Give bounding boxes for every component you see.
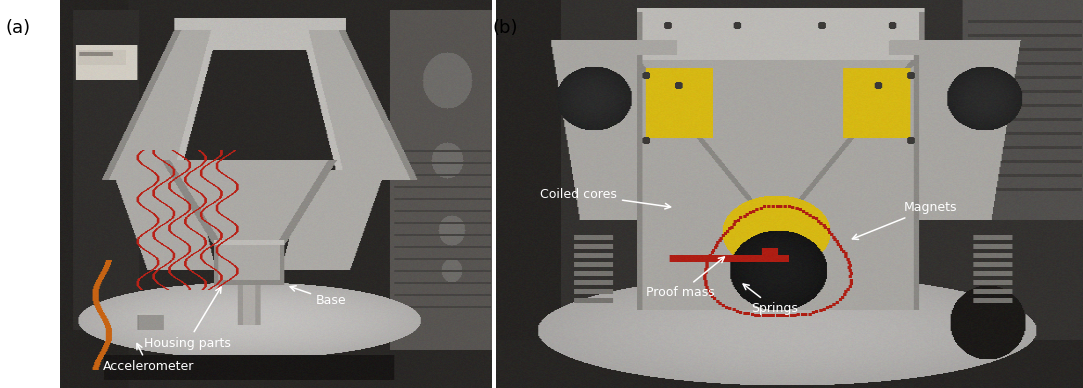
Text: Springs: Springs [743,284,798,315]
Text: Base: Base [290,286,347,307]
Text: Magnets: Magnets [852,201,957,239]
Text: Proof mass: Proof mass [645,257,725,300]
Text: Accelerometer: Accelerometer [103,343,194,373]
Text: Housing parts: Housing parts [144,287,231,350]
Text: Coiled cores: Coiled cores [540,187,670,209]
Text: (a): (a) [5,19,30,37]
Text: (b): (b) [493,19,519,37]
